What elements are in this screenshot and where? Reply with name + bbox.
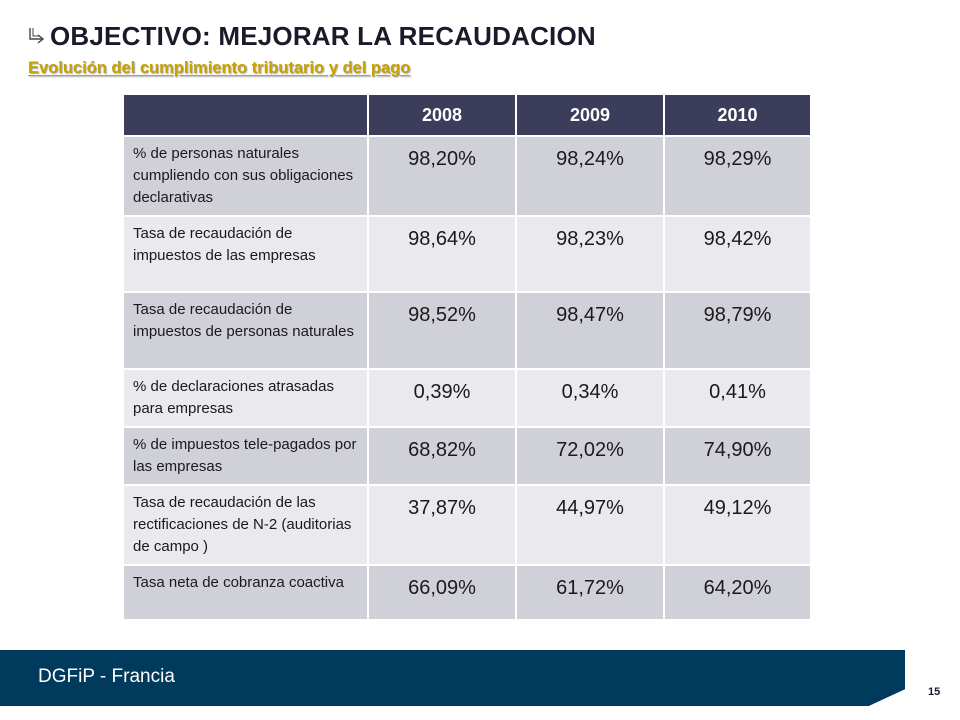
- table-cell: 98,52%: [367, 291, 516, 369]
- page-title: OBJECTIVO: MEJORAR LA RECAUDACION: [50, 21, 596, 51]
- table-cell: 98,29%: [663, 135, 810, 216]
- row-label: Tasa de recaudación de las rectificacion…: [124, 484, 368, 565]
- table-row: Tasa de recaudación de las rectificacion…: [124, 484, 810, 565]
- table-cell: 98,42%: [663, 215, 810, 292]
- table-cell: 98,23%: [515, 215, 664, 292]
- table-cell: 74,90%: [663, 426, 810, 485]
- table-cell: 98,79%: [663, 291, 810, 369]
- table-cell: 64,20%: [663, 564, 810, 619]
- table-cell: 68,82%: [367, 426, 516, 485]
- row-label: Tasa de recaudación de impuestos de pers…: [124, 291, 368, 369]
- row-label: Tasa neta de cobranza coactiva: [124, 564, 368, 619]
- row-label: Tasa de recaudación de impuestos de las …: [124, 215, 368, 292]
- table-cell: 98,64%: [367, 215, 516, 292]
- table-cell: 98,47%: [515, 291, 664, 369]
- table-cell: 37,87%: [367, 484, 516, 565]
- table-cell: 72,02%: [515, 426, 664, 485]
- column-header: 2009: [515, 95, 664, 136]
- footer-bar: [0, 650, 905, 706]
- arrow-bullet-icon: [26, 25, 48, 47]
- table-row: % de personas naturales cumpliendo con s…: [124, 135, 810, 216]
- page-number: 15: [928, 686, 941, 698]
- table-row: Tasa de recaudación de impuestos de pers…: [124, 291, 810, 369]
- table-cell: 0,41%: [663, 368, 810, 427]
- table-row: Tasa neta de cobranza coactiva 66,09% 61…: [124, 564, 810, 619]
- table-row: % de impuestos tele-pagados por las empr…: [124, 426, 810, 485]
- title-row: OBJECTIVO: MEJORAR LA RECAUDACION: [26, 22, 596, 50]
- table-header-row: 2008 2009 2010: [124, 95, 810, 136]
- header-corner: [124, 95, 368, 136]
- row-label: % de declaraciones atrasadas para empres…: [124, 368, 368, 427]
- table-cell: 0,39%: [367, 368, 516, 427]
- column-header: 2008: [367, 95, 516, 136]
- row-label: % de personas naturales cumpliendo con s…: [124, 135, 368, 216]
- table-row: Tasa de recaudación de impuestos de las …: [124, 215, 810, 292]
- row-label: % de impuestos tele-pagados por las empr…: [124, 426, 368, 485]
- table-cell: 98,24%: [515, 135, 664, 216]
- table-cell: 66,09%: [367, 564, 516, 619]
- table-cell: 61,72%: [515, 564, 664, 619]
- table-cell: 98,20%: [367, 135, 516, 216]
- column-header: 2010: [663, 95, 810, 136]
- footer-text: DGFiP - Francia: [38, 666, 175, 687]
- table-cell: 49,12%: [663, 484, 810, 565]
- subtitle: Evolución del cumplimiento tributario y …: [28, 59, 411, 77]
- table-cell: 0,34%: [515, 368, 664, 427]
- table-cell: 44,97%: [515, 484, 664, 565]
- table-row: % de declaraciones atrasadas para empres…: [124, 368, 810, 427]
- data-table: 2008 2009 2010 % de personas naturales c…: [124, 95, 810, 619]
